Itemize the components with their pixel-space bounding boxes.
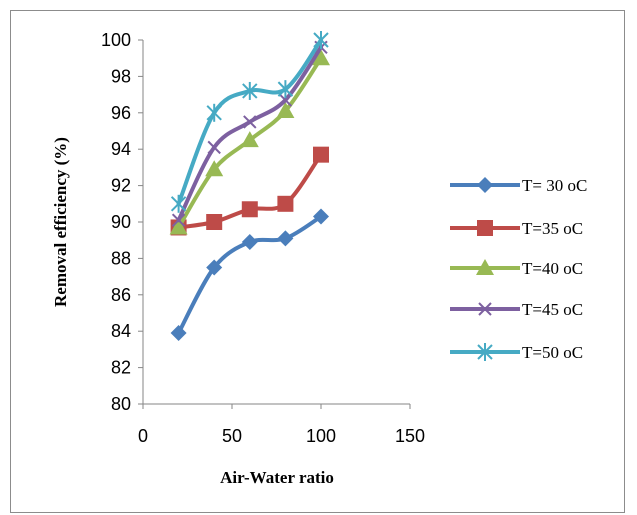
data-point	[170, 325, 187, 342]
y-tick-label: 84	[111, 321, 131, 341]
y-tick-label: 80	[111, 394, 131, 414]
data-point	[242, 81, 258, 100]
data-point	[243, 115, 257, 129]
chart-frame	[10, 10, 625, 513]
y-tick-label: 88	[111, 248, 131, 268]
legend-label: T=50 oC	[522, 343, 583, 362]
y-tick-label: 94	[111, 139, 131, 159]
data-point	[313, 208, 329, 225]
y-tick-label: 96	[111, 103, 131, 123]
data-point	[277, 195, 294, 212]
y-tick-label: 98	[111, 66, 131, 86]
y-axis-title: Removal efficiency (%)	[51, 137, 70, 307]
legend-label: T=40 oC	[522, 259, 583, 278]
data-point	[241, 234, 258, 251]
data-point	[171, 213, 186, 227]
legend-marker	[478, 302, 492, 316]
y-tick-label: 82	[111, 358, 131, 378]
data-point	[240, 131, 259, 148]
data-point	[206, 214, 223, 230]
legend-marker	[477, 177, 493, 193]
legend: T= 30 oC T=35 oC T=40 oC T=45 oC T=50 oC	[450, 176, 587, 362]
data-point	[206, 259, 223, 276]
series-1	[170, 208, 329, 342]
y-tick-label: 86	[111, 285, 131, 305]
legend-item: T=45 oC	[450, 300, 583, 319]
series-5	[170, 31, 329, 213]
legend-item: T= 30 oC	[450, 176, 587, 195]
x-tick-label: 50	[222, 426, 242, 446]
series-line	[176, 214, 323, 336]
data-point	[241, 201, 258, 218]
series-layer	[169, 31, 330, 342]
legend-item: T=40 oC	[450, 259, 583, 278]
x-axis-title: Air-Water ratio	[220, 468, 334, 487]
legend-label: T= 30 oC	[522, 176, 587, 195]
legend-item: T=50 oC	[450, 343, 583, 362]
x-tick-label: 150	[395, 426, 425, 446]
legend-item: T=35 oC	[450, 219, 583, 238]
data-point	[206, 103, 222, 122]
data-point	[313, 31, 329, 49]
data-point	[277, 80, 294, 99]
y-tick-label: 90	[111, 212, 131, 232]
x-ticks: 0 50 100 150	[138, 404, 425, 446]
data-point	[207, 140, 221, 155]
data-point	[313, 146, 329, 163]
y-tick-label: 92	[111, 176, 131, 196]
data-point	[277, 230, 294, 247]
legend-marker	[477, 343, 493, 361]
x-tick-label: 0	[138, 426, 148, 446]
legend-marker	[476, 259, 494, 275]
data-point	[312, 49, 330, 66]
data-point	[278, 93, 293, 107]
data-point	[170, 194, 187, 213]
y-ticks: 80 82 84 86 88 90 92 94 96 98 100	[101, 30, 143, 414]
x-tick-label: 100	[306, 426, 336, 446]
legend-label: T=45 oC	[522, 300, 583, 319]
series-3	[169, 49, 330, 235]
legend-label: T=35 oC	[522, 219, 583, 238]
data-point	[205, 160, 224, 177]
data-point	[169, 218, 188, 235]
y-tick-label: 100	[101, 30, 131, 50]
legend-marker	[477, 220, 493, 236]
data-point	[276, 101, 295, 118]
